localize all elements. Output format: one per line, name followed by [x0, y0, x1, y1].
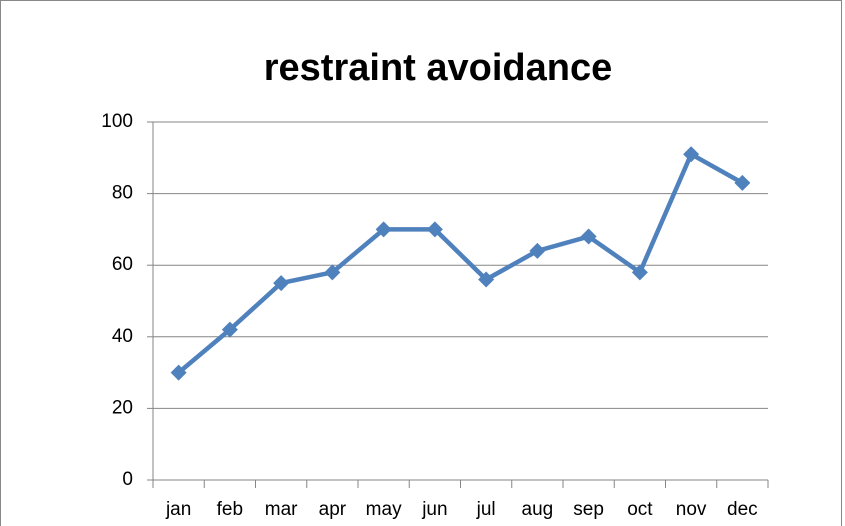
marker — [324, 264, 341, 281]
marker — [734, 174, 751, 191]
marker — [375, 221, 392, 238]
line — [177, 151, 744, 375]
x-tick-label: aug — [522, 499, 554, 520]
x-tick-label: dec — [727, 499, 758, 520]
x-tick-label: apr — [319, 499, 347, 520]
x-tick-label: feb — [217, 499, 243, 520]
y-tick-label: 80 — [112, 183, 133, 204]
marker — [221, 321, 238, 338]
marker — [478, 271, 495, 288]
marker — [631, 264, 648, 281]
x-tick-label: jul — [476, 499, 496, 520]
y-tick-label: 40 — [112, 326, 133, 347]
marker — [426, 221, 443, 238]
y-tick-label: 0 — [122, 469, 133, 490]
x-tick-label: oct — [627, 499, 653, 520]
x-tick-label: jun — [421, 499, 447, 520]
marker — [580, 228, 597, 245]
x-tick-label: may — [366, 499, 402, 520]
x-tick-label: sep — [573, 499, 604, 520]
x-tick-label: jan — [165, 499, 191, 520]
y-tick-label: 60 — [112, 254, 133, 275]
x-tick-label: mar — [265, 499, 298, 520]
y-tick-label: 20 — [112, 397, 133, 418]
chart-title: restraint avoidance — [264, 47, 612, 89]
marker — [170, 364, 187, 381]
x-tick-label: nov — [676, 499, 707, 520]
marker — [683, 146, 700, 163]
y-tick-label: 100 — [101, 111, 133, 132]
marker — [273, 275, 290, 292]
marker — [529, 242, 546, 259]
